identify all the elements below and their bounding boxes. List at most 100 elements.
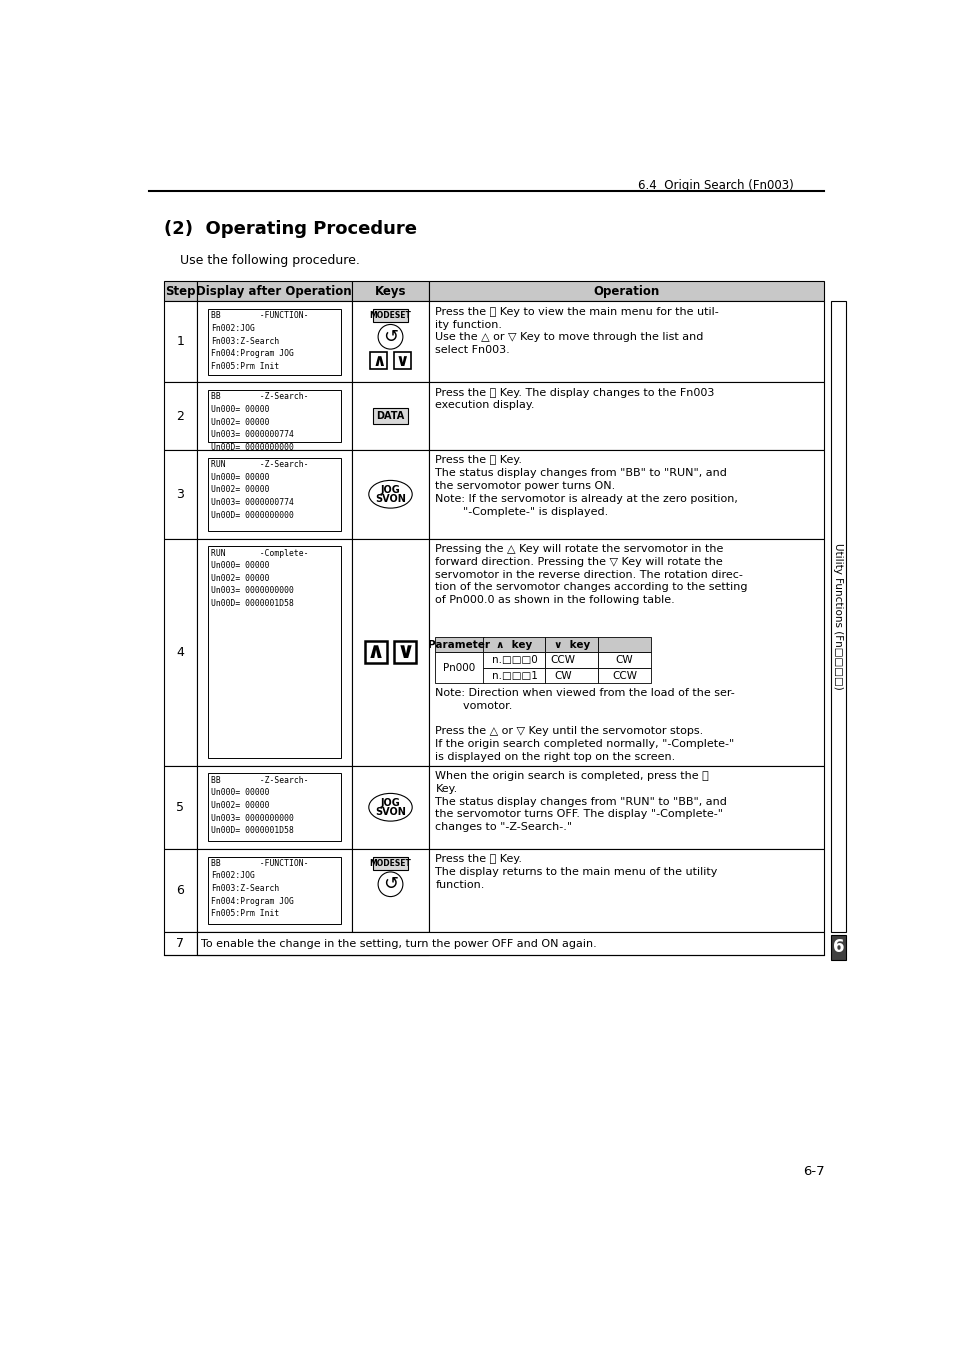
Text: BB        -FUNCTION-
Fn002:JOG
Fn003:Z-Search
Fn004:Program JOG
Fn005:Prm Init: BB -FUNCTION- Fn002:JOG Fn003:Z-Search F… — [211, 859, 308, 918]
Text: n.□□□1: n.□□□1 — [491, 671, 537, 680]
Bar — [352, 301, 429, 382]
Bar — [373, 856, 407, 869]
Bar — [429, 450, 823, 539]
Text: Use the following procedure.: Use the following procedure. — [179, 254, 359, 267]
Bar — [164, 281, 196, 301]
Text: DATA: DATA — [376, 412, 404, 421]
Text: 7: 7 — [176, 937, 184, 950]
Text: SVON: SVON — [375, 494, 406, 504]
Bar — [164, 539, 196, 765]
Bar — [429, 382, 823, 450]
Bar — [483, 652, 545, 668]
Text: Press the ⓕ Key to view the main menu for the util-
ity function.
Use the △ or ▽: Press the ⓕ Key to view the main menu fo… — [435, 306, 719, 355]
Bar — [208, 458, 340, 531]
Bar — [196, 281, 352, 301]
Text: Operation: Operation — [593, 285, 659, 298]
Bar — [208, 390, 340, 443]
Bar — [598, 637, 650, 652]
Bar — [164, 931, 196, 954]
Bar — [483, 637, 545, 652]
Bar — [164, 301, 196, 382]
Text: 1: 1 — [176, 335, 184, 348]
Text: ∨: ∨ — [395, 643, 414, 662]
Bar — [164, 849, 196, 931]
Bar — [208, 856, 340, 925]
Bar — [373, 309, 407, 323]
Bar — [352, 281, 429, 301]
Text: (2)  Operating Procedure: (2) Operating Procedure — [164, 220, 416, 238]
Text: Keys: Keys — [375, 285, 406, 298]
Text: 3: 3 — [176, 487, 184, 501]
Text: ∧: ∧ — [372, 351, 385, 370]
Text: Pn000: Pn000 — [443, 663, 476, 672]
Text: RUN       -Z-Search-
Un000= 00000
Un002= 00000
Un003= 0000000774
Un00D= 00000000: RUN -Z-Search- Un000= 00000 Un002= 00000… — [211, 460, 308, 520]
Bar — [164, 450, 196, 539]
Text: 2: 2 — [176, 409, 184, 423]
Text: Pressing the △ Key will rotate the servomotor in the
forward direction. Pressing: Pressing the △ Key will rotate the servo… — [435, 544, 747, 605]
Text: BB        -FUNCTION-
Fn002:JOG
Fn003:Z-Search
Fn004:Program JOG
Fn005:Prm Init: BB -FUNCTION- Fn002:JOG Fn003:Z-Search F… — [211, 312, 308, 371]
Circle shape — [377, 872, 402, 896]
Text: MODESET: MODESET — [369, 859, 411, 868]
Bar — [196, 301, 352, 382]
Bar — [394, 641, 416, 663]
Bar — [196, 539, 352, 765]
Text: 6: 6 — [832, 938, 843, 956]
Bar — [352, 849, 429, 931]
Bar — [598, 668, 650, 683]
Text: CCW: CCW — [550, 655, 575, 666]
Bar — [208, 547, 340, 757]
Ellipse shape — [369, 481, 412, 508]
Bar — [196, 765, 352, 849]
Bar — [196, 450, 352, 539]
Bar — [429, 765, 823, 849]
Text: ↺: ↺ — [382, 875, 397, 894]
Bar — [208, 774, 340, 841]
Bar — [830, 301, 845, 932]
Bar — [598, 652, 650, 668]
Text: ∧  key: ∧ key — [496, 640, 532, 649]
Text: Utility Functions (Fn□□□□): Utility Functions (Fn□□□□) — [833, 543, 842, 690]
Bar — [394, 352, 410, 369]
Text: Press the ⓕ Key.
The display returns to the main menu of the utility
function.: Press the ⓕ Key. The display returns to … — [435, 855, 717, 890]
Bar — [483, 668, 545, 683]
Bar — [435, 652, 483, 683]
Ellipse shape — [369, 794, 412, 821]
Text: To enable the change in the setting, turn the power OFF and ON again.: To enable the change in the setting, tur… — [201, 938, 597, 949]
Bar — [429, 301, 823, 382]
Bar — [352, 539, 429, 765]
Text: JOG: JOG — [380, 798, 400, 809]
Text: 6.4  Origin Search (Fn003): 6.4 Origin Search (Fn003) — [638, 180, 793, 192]
Bar — [429, 539, 823, 765]
Bar — [429, 281, 823, 301]
Bar — [352, 382, 429, 450]
Text: ∧: ∧ — [366, 643, 384, 662]
Text: ∨: ∨ — [395, 351, 409, 370]
Text: 6: 6 — [176, 884, 184, 896]
Text: 4: 4 — [176, 645, 184, 659]
Bar — [208, 309, 340, 374]
Bar — [196, 931, 823, 954]
Bar — [429, 849, 823, 931]
Bar — [196, 382, 352, 450]
Text: CCW: CCW — [612, 671, 637, 680]
Text: Display after Operation: Display after Operation — [196, 285, 352, 298]
Text: ∨  key: ∨ key — [553, 640, 589, 649]
Bar — [352, 450, 429, 539]
Text: RUN       -Complete-
Un000= 00000
Un002= 00000
Un003= 0000000000
Un00D= 0000001D: RUN -Complete- Un000= 00000 Un002= 00000… — [211, 548, 308, 608]
Bar — [545, 652, 598, 668]
Text: 5: 5 — [176, 801, 184, 814]
Text: JOG: JOG — [380, 486, 400, 495]
Bar — [352, 931, 429, 954]
Text: ↺: ↺ — [382, 328, 397, 346]
Text: CW: CW — [615, 655, 633, 666]
Text: Step: Step — [165, 285, 195, 298]
Text: When the origin search is completed, press the ⓙ
Key.
The status display changes: When the origin search is completed, pre… — [435, 771, 726, 832]
Text: Press the ⓙ Key.
The status display changes from "BB" to "RUN", and
the servomot: Press the ⓙ Key. The status display chan… — [435, 455, 738, 517]
Text: SVON: SVON — [375, 807, 406, 817]
Text: Press the ⓓ Key. The display changes to the Fn003
execution display.: Press the ⓓ Key. The display changes to … — [435, 387, 714, 410]
Text: BB        -Z-Search-
Un000= 00000
Un002= 00000
Un003= 0000000774
Un00D= 00000000: BB -Z-Search- Un000= 00000 Un002= 00000 … — [211, 393, 308, 452]
Text: Note: Direction when viewed from the load of the ser-
        vomotor.

Press th: Note: Direction when viewed from the loa… — [435, 688, 735, 761]
Bar — [435, 637, 483, 652]
Bar — [373, 409, 407, 424]
Text: MODESET: MODESET — [369, 310, 411, 320]
